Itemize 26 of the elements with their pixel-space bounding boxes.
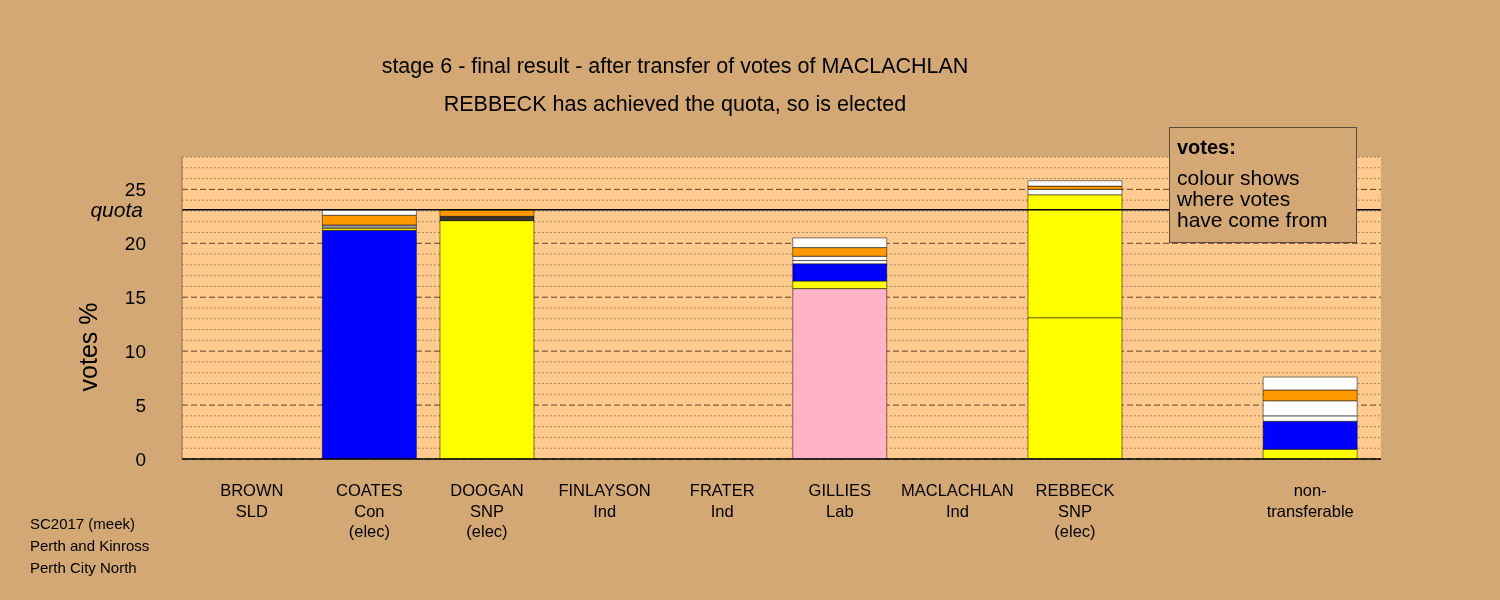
x-tick-label: FRATER Ind: [689, 481, 755, 520]
y-tick-label: 25: [124, 179, 146, 201]
x-tick-label: BROWN SLD: [220, 481, 284, 520]
y-axis-title: votes %: [73, 302, 103, 392]
x-tick-label: COATES Con (elec): [336, 481, 403, 540]
y-tick-label: 10: [124, 340, 146, 362]
chart-title: stage 6 - final result - after transfer of votes of MACLACHLAN: [380, 53, 970, 79]
y-tick-label: 5: [135, 394, 146, 416]
x-tick-label: FINLAYSON Ind: [558, 481, 651, 520]
text: Perth and Kinross: [30, 536, 150, 556]
chart-subtitle: REBBECK has achieved the quota, so is elected: [442, 91, 908, 117]
text: Perth City North: [30, 558, 137, 578]
text: SC2017 (meek): [30, 514, 136, 534]
x-tick-label: GILLIES Lab: [808, 481, 871, 520]
ref-line-label: quota: [90, 198, 143, 222]
bar: [322, 214, 417, 226]
x-tick-label: MACLACHLAN Ind: [901, 481, 1014, 520]
x-tick-label: DOOGAN SNP (elec): [450, 481, 524, 540]
y-tick-label: 20: [124, 232, 146, 254]
y-tick-label: 15: [124, 286, 146, 308]
y-tick-label: 0: [135, 448, 146, 470]
annotation: colour shows where votes have come from: [1177, 166, 1329, 231]
x-tick-label: non- transferable: [1266, 481, 1354, 520]
x-tick-label: REBBECK SNP (elec): [1035, 481, 1115, 540]
annotation: votes:: [1177, 136, 1236, 158]
bar: [1027, 180, 1123, 187]
